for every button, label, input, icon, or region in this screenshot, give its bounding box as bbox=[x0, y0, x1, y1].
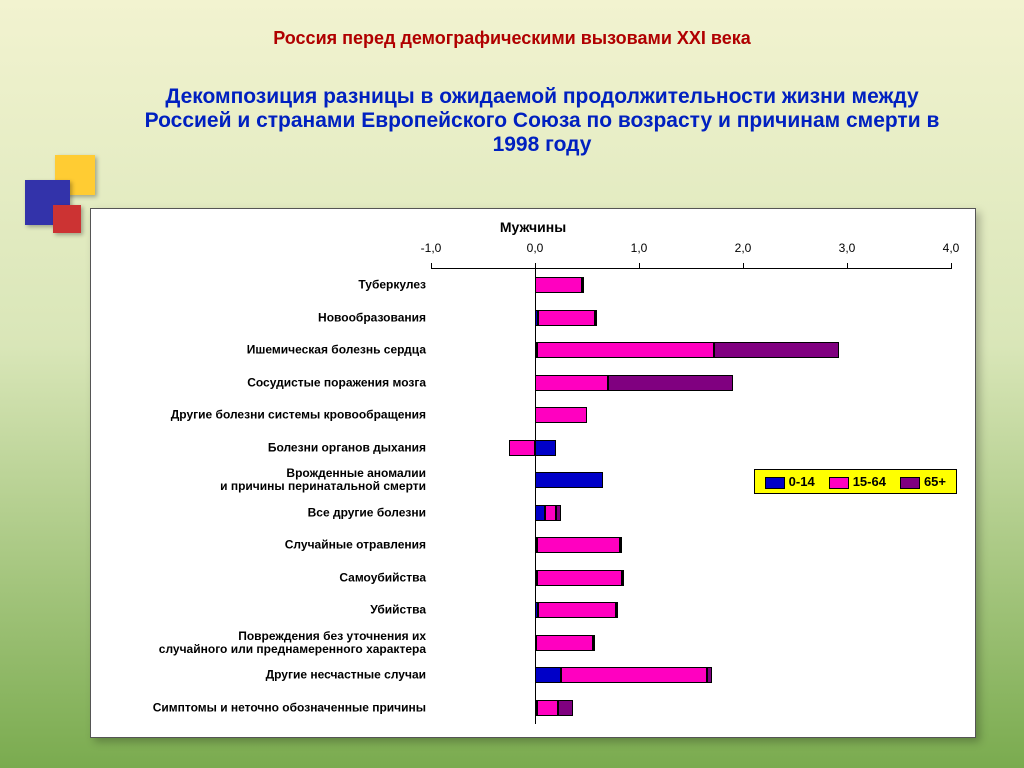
chart-row: Другие несчастные случаи bbox=[431, 659, 951, 692]
chart-row: Сосудистые поражения мозга bbox=[431, 367, 951, 400]
category-label: Болезни органов дыхания bbox=[96, 441, 426, 454]
bar-segment bbox=[537, 570, 622, 586]
category-label: Ишемическая болезнь сердца bbox=[96, 344, 426, 357]
bar-segment bbox=[536, 635, 593, 651]
bar-segment bbox=[593, 635, 595, 651]
chart-legend: 0-14 15-64 65+ bbox=[754, 469, 957, 494]
bar-segment bbox=[535, 375, 608, 391]
chart-row: Другие болезни системы кровообращения bbox=[431, 399, 951, 432]
chart-row: Новообразования bbox=[431, 302, 951, 335]
bar-segment bbox=[595, 310, 597, 326]
legend-swatch bbox=[900, 477, 920, 489]
category-label: Самоубийства bbox=[96, 571, 426, 584]
x-tick-label: 2,0 bbox=[735, 241, 752, 255]
bar-segment bbox=[537, 342, 714, 358]
bar-segment bbox=[620, 537, 622, 553]
bar-segment bbox=[538, 310, 595, 326]
x-tick-label: 1,0 bbox=[631, 241, 648, 255]
bar-segment bbox=[538, 602, 616, 618]
category-label: Другие болезни системы кровообращения bbox=[96, 409, 426, 422]
chart-row: Убийства bbox=[431, 594, 951, 627]
chart-row: Ишемическая болезнь сердца bbox=[431, 334, 951, 367]
bar-segment bbox=[537, 700, 558, 716]
chart-row: Болезни органов дыхания bbox=[431, 432, 951, 465]
legend-item: 15-64 bbox=[829, 474, 886, 489]
legend-label: 65+ bbox=[924, 474, 946, 489]
legend-swatch bbox=[765, 477, 785, 489]
bar-segment bbox=[509, 440, 535, 456]
slide-supertitle: Россия перед демографическими вызовами X… bbox=[0, 28, 1024, 49]
bar-segment bbox=[707, 667, 712, 683]
chart-plot-area: -1,00,01,02,03,04,0ТуберкулезНовообразов… bbox=[431, 269, 951, 724]
x-tick-label: 0,0 bbox=[527, 241, 544, 255]
legend-label: 15-64 bbox=[853, 474, 886, 489]
decor-squares bbox=[25, 155, 95, 225]
bar-segment bbox=[545, 505, 555, 521]
category-label: Все другие болезни bbox=[96, 506, 426, 519]
bar-segment bbox=[537, 537, 620, 553]
bar-segment bbox=[535, 440, 556, 456]
chart-row: Повреждения без уточнения ихслучайного и… bbox=[431, 627, 951, 660]
bar-segment bbox=[616, 602, 618, 618]
legend-swatch bbox=[829, 477, 849, 489]
chart-title: Мужчины bbox=[91, 219, 975, 235]
chart-row: Туберкулез bbox=[431, 269, 951, 302]
x-tick-label: 3,0 bbox=[839, 241, 856, 255]
bar-segment bbox=[582, 277, 584, 293]
bar-segment bbox=[535, 505, 545, 521]
category-label: Случайные отравления bbox=[96, 539, 426, 552]
chart-row: Симптомы и неточно обозначенные причины bbox=[431, 692, 951, 725]
bar-segment bbox=[608, 375, 733, 391]
bar-segment bbox=[558, 700, 574, 716]
bar-segment bbox=[535, 472, 603, 488]
x-tick-label: -1,0 bbox=[421, 241, 442, 255]
legend-label: 0-14 bbox=[789, 474, 815, 489]
bar-segment bbox=[535, 407, 587, 423]
legend-item: 0-14 bbox=[765, 474, 815, 489]
bar-segment bbox=[622, 570, 624, 586]
x-tick-label: 4,0 bbox=[943, 241, 960, 255]
category-label: Врожденные аномалиии причины перинатальн… bbox=[96, 467, 426, 493]
category-label: Симптомы и неточно обозначенные причины bbox=[96, 701, 426, 714]
bar-segment bbox=[535, 277, 582, 293]
bar-segment bbox=[561, 667, 707, 683]
chart-container: Мужчины -1,00,01,02,03,04,0ТуберкулезНов… bbox=[90, 208, 976, 738]
bar-segment bbox=[556, 505, 561, 521]
category-label: Другие несчастные случаи bbox=[96, 669, 426, 682]
bar-segment bbox=[714, 342, 839, 358]
category-label: Новообразования bbox=[96, 311, 426, 324]
category-label: Сосудистые поражения мозга bbox=[96, 376, 426, 389]
chart-row: Самоубийства bbox=[431, 562, 951, 595]
bar-segment bbox=[535, 667, 561, 683]
category-label: Туберкулез bbox=[96, 279, 426, 292]
category-label: Повреждения без уточнения ихслучайного и… bbox=[96, 630, 426, 656]
chart-row: Все другие болезни bbox=[431, 497, 951, 530]
legend-item: 65+ bbox=[900, 474, 946, 489]
category-label: Убийства bbox=[96, 604, 426, 617]
slide-title: Декомпозиция разницы в ожидаемой продолж… bbox=[120, 85, 964, 157]
chart-row: Случайные отравления bbox=[431, 529, 951, 562]
